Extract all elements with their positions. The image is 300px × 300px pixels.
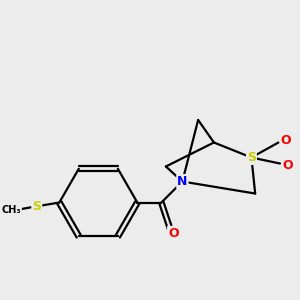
Text: CH₃: CH₃: [2, 205, 21, 215]
Text: O: O: [168, 227, 179, 240]
Text: S: S: [32, 200, 41, 213]
Text: S: S: [247, 151, 256, 164]
Text: O: O: [281, 134, 291, 148]
Text: N: N: [177, 175, 188, 188]
Text: O: O: [282, 158, 293, 172]
